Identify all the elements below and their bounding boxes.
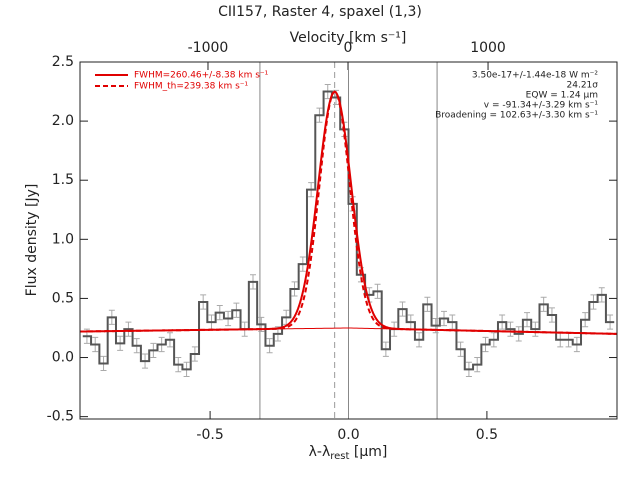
plot-frame — [79, 61, 618, 420]
top-tick-label: 1000 — [470, 40, 506, 56]
annotation: EQW = 1.24 μm — [526, 91, 598, 101]
y-tick-label: 2.5 — [52, 54, 74, 70]
x-label-sub: rest — [330, 451, 349, 462]
annotation: 24.21σ — [567, 81, 599, 91]
fit-curve — [79, 90, 618, 335]
annotation: v = -91.34+/-3.29 km s⁻¹ — [484, 101, 599, 111]
annotation: 3.50e-17+/-1.44e-18 W m⁻² — [472, 71, 599, 81]
y-axis-label: Flux density [Jy] — [24, 184, 40, 297]
x-tick-label: 0.5 — [476, 427, 498, 443]
x-tick-label: 0.0 — [337, 427, 359, 443]
top-tick-label: -1000 — [188, 40, 229, 56]
x-tick-label: -0.5 — [196, 427, 223, 443]
y-tick-label: 2.0 — [52, 113, 74, 129]
y-tick-label: 0.0 — [52, 350, 74, 366]
top-tick-label: 0 — [344, 40, 353, 56]
legend-label: FWHM=260.46+/-8.38 km s⁻¹ — [134, 71, 269, 81]
x-axis-label: λ-λrest [μm] — [309, 444, 388, 462]
x-label-unit: [μm] — [349, 444, 387, 460]
spectrum — [82, 90, 615, 371]
y-tick-label: 1.0 — [52, 231, 74, 247]
annotation: Broadening = 102.63+/-3.30 km s⁻¹ — [435, 111, 598, 121]
legend-label: FWHM_th=239.38 km s⁻¹ — [134, 82, 249, 92]
y-tick-label: -0.5 — [47, 409, 74, 425]
x-label-text: λ-λ — [309, 444, 331, 460]
top-axis-label: Velocity [km s⁻¹] — [290, 30, 407, 46]
y-tick-label: 1.5 — [52, 172, 74, 188]
chart-title: CII157, Raster 4, spaxel (1,3) — [218, 4, 422, 20]
y-tick-label: 0.5 — [52, 290, 74, 306]
